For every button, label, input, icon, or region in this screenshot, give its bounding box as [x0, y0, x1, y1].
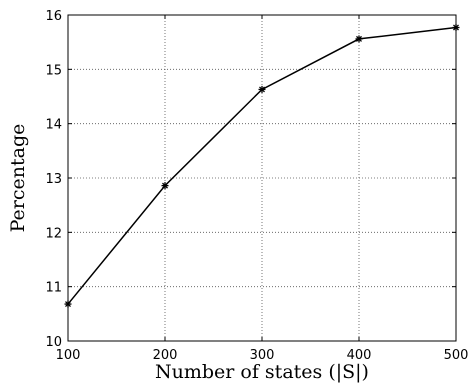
y-tick-label: 10 — [45, 335, 62, 350]
data-point-marker — [64, 300, 72, 308]
y-axis-label: Percentage — [7, 124, 29, 233]
axis-ticks — [67, 14, 457, 342]
x-tick-label: 300 — [250, 348, 275, 363]
x-tick-label: 400 — [347, 348, 372, 363]
data-point-marker — [452, 23, 460, 31]
x-tick-labels: 100 200 300 400 500 — [56, 348, 469, 363]
y-tick-label: 14 — [45, 118, 62, 133]
y-tick-label: 15 — [45, 63, 62, 78]
y-tick-label: 12 — [45, 226, 62, 241]
x-tick-label: 200 — [153, 348, 178, 363]
data-point-marker — [355, 35, 363, 43]
data-point-marker — [161, 182, 169, 190]
y-tick-labels: 10 11 12 13 14 15 16 — [45, 9, 62, 350]
y-tick-label: 16 — [45, 9, 62, 24]
x-tick-label: 100 — [56, 348, 81, 363]
x-tick-label: 500 — [444, 348, 469, 363]
x-axis-label: Number of states (|S|) — [155, 361, 369, 383]
data-point-marker — [258, 85, 266, 93]
grid-lines — [68, 15, 456, 341]
y-tick-label: 13 — [45, 172, 62, 187]
series-group — [64, 23, 460, 308]
y-tick-label: 11 — [45, 281, 62, 296]
